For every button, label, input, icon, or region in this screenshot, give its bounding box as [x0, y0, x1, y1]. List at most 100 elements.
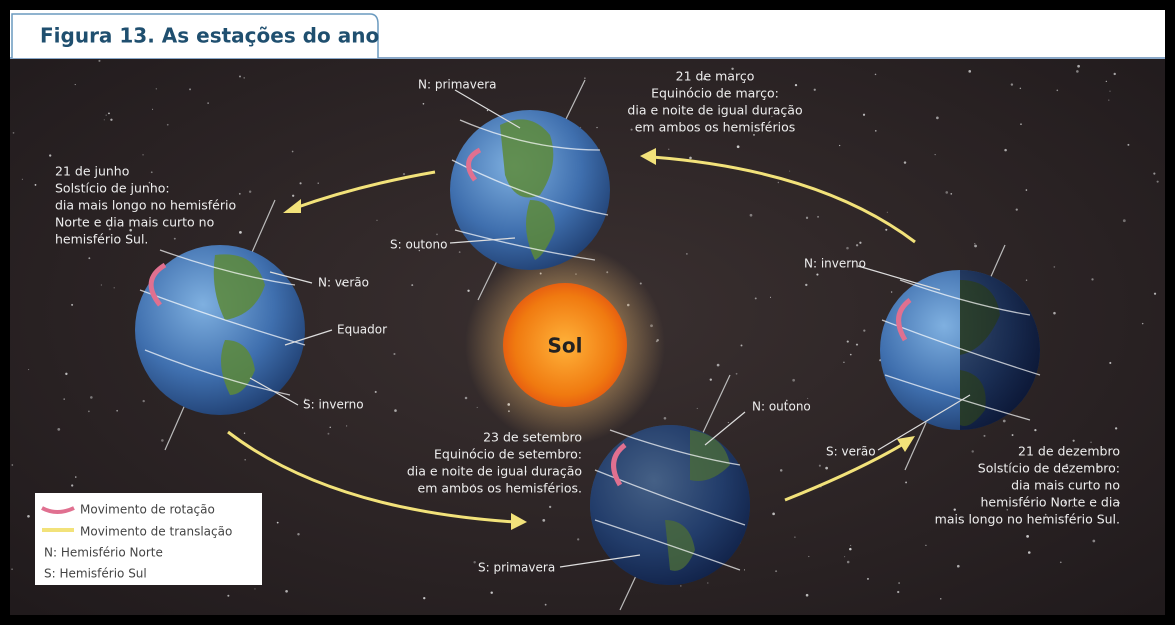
- south-label: S: primavera: [478, 561, 555, 575]
- caption-line: Solstício de junho:: [55, 181, 170, 196]
- star: [1076, 70, 1079, 73]
- star: [65, 372, 68, 376]
- arrowhead: [511, 513, 527, 530]
- star: [1122, 219, 1126, 223]
- star: [110, 118, 113, 121]
- star: [749, 213, 753, 217]
- star: [467, 289, 470, 293]
- star: [974, 243, 976, 245]
- star: [63, 398, 65, 400]
- legend-item: S: Hemisfério Sul: [44, 567, 147, 581]
- star: [1109, 361, 1112, 364]
- star: [292, 194, 295, 197]
- star: [950, 192, 953, 195]
- caption-line: em ambos os hemisférios: [635, 120, 796, 135]
- star: [239, 75, 241, 78]
- star: [28, 369, 30, 371]
- star: [808, 555, 810, 558]
- equator-label: Equador: [337, 323, 387, 337]
- sun-label: Sol: [548, 334, 583, 358]
- earth-june: [135, 199, 306, 451]
- north-label: N: inverno: [804, 257, 866, 271]
- star: [1011, 434, 1014, 436]
- star: [983, 434, 986, 437]
- star: [239, 230, 242, 234]
- star: [542, 518, 546, 522]
- star: [849, 547, 852, 551]
- orbit-arrow: [784, 441, 906, 502]
- star: [1004, 148, 1007, 152]
- earth-march: [450, 79, 610, 301]
- star: [680, 585, 682, 587]
- star: [707, 582, 709, 584]
- star: [771, 115, 773, 118]
- star: [731, 67, 734, 71]
- pointer: [249, 377, 299, 406]
- star: [49, 154, 52, 157]
- star: [703, 77, 706, 81]
- caption-line: 21 de março: [676, 69, 755, 84]
- star: [285, 589, 288, 593]
- star: [71, 484, 74, 487]
- star: [1092, 539, 1096, 543]
- star: [805, 216, 809, 219]
- star: [1006, 509, 1008, 511]
- star: [874, 130, 877, 132]
- south-label: S: verão: [826, 445, 876, 459]
- star: [1141, 322, 1144, 325]
- north-label: N: verão: [318, 276, 369, 290]
- orbit-arrow: [651, 155, 916, 244]
- star: [777, 181, 780, 184]
- star: [1108, 99, 1110, 101]
- star: [740, 344, 743, 347]
- north-label: N: outono: [752, 400, 811, 414]
- star: [1034, 429, 1037, 432]
- star: [394, 409, 397, 412]
- orbit-arrow: [227, 430, 516, 524]
- star: [855, 343, 859, 346]
- pointer: [284, 329, 333, 346]
- star: [1053, 311, 1056, 315]
- star: [1114, 427, 1118, 430]
- star: [727, 421, 729, 424]
- star: [1109, 90, 1111, 92]
- star: [1090, 441, 1092, 443]
- star: [411, 284, 414, 287]
- star: [663, 416, 667, 420]
- star: [374, 390, 377, 393]
- star: [897, 590, 900, 594]
- star: [98, 59, 101, 62]
- star: [150, 171, 153, 174]
- star: [1010, 83, 1014, 86]
- star: [1063, 501, 1066, 504]
- star: [1065, 463, 1068, 466]
- star: [753, 133, 755, 136]
- pointer: [857, 265, 941, 291]
- star: [1025, 279, 1028, 281]
- star: [769, 296, 772, 298]
- star: [57, 428, 61, 431]
- star: [423, 596, 426, 600]
- star: [940, 598, 942, 600]
- star: [785, 399, 788, 402]
- star: [148, 181, 151, 184]
- star: [807, 397, 809, 399]
- star: [1059, 561, 1062, 564]
- star: [968, 70, 972, 73]
- star: [327, 432, 330, 435]
- pointer: [877, 394, 971, 451]
- star: [779, 469, 783, 472]
- star: [890, 291, 893, 293]
- star: [376, 219, 378, 221]
- star: [849, 353, 852, 356]
- star: [11, 464, 14, 466]
- star: [580, 126, 582, 128]
- star: [1053, 266, 1056, 268]
- star: [12, 132, 15, 134]
- pointer: [704, 411, 746, 446]
- arrowhead: [897, 436, 915, 452]
- star: [1044, 513, 1047, 516]
- star: [87, 410, 90, 413]
- caption-line: dia e noite de igual duração: [627, 103, 802, 118]
